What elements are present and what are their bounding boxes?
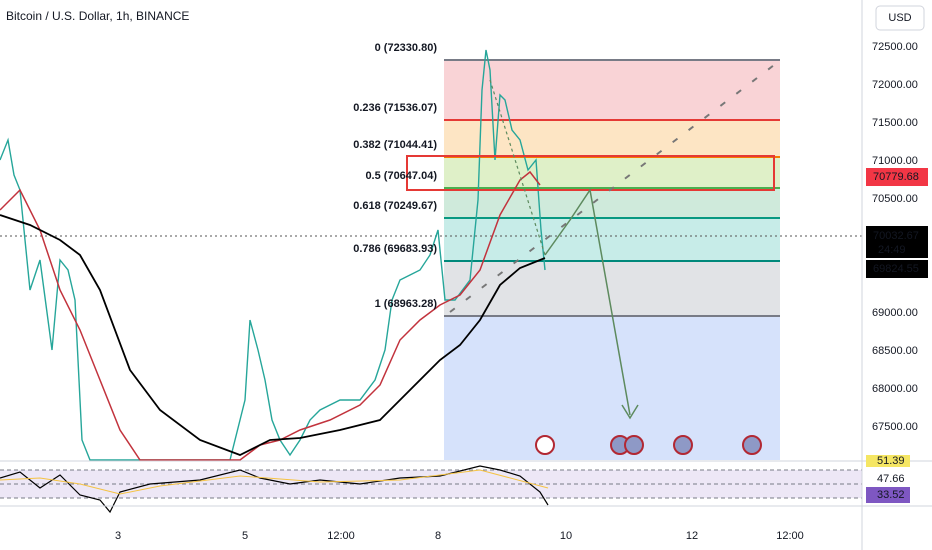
time-label: 3 xyxy=(115,530,121,542)
fib-zone xyxy=(444,60,780,120)
fib-label: 0.5 (70647.04) xyxy=(365,170,437,182)
fib-label: 0.618 (70249.67) xyxy=(353,200,437,212)
fib-zone xyxy=(444,261,780,316)
rsi-lo-bg xyxy=(866,487,910,503)
fib-zone xyxy=(444,218,780,261)
rsi-ma xyxy=(0,469,549,495)
rsi-label: 47.66 xyxy=(877,473,905,485)
price-label: 71000.00 xyxy=(872,155,918,167)
fib-label: 0.382 (71044.41) xyxy=(353,139,437,151)
fib-label: 0.236 (71536.07) xyxy=(353,102,437,114)
event-icon[interactable] xyxy=(673,435,693,455)
fib-zone xyxy=(444,120,780,157)
alert-badge: 70779.68 xyxy=(873,171,919,183)
labels: 0 (72330.80) 0.236 (71536.07) 0.382 (71044… xyxy=(115,41,928,542)
price-label: 72500.00 xyxy=(872,41,918,53)
rsi-hi-bg xyxy=(866,455,910,467)
time-label: 10 xyxy=(560,530,572,542)
ema-short xyxy=(0,170,541,461)
time-label: 5 xyxy=(242,530,248,542)
event-icon[interactable] xyxy=(742,435,762,455)
currency-label: USD xyxy=(888,12,911,24)
ma-badge: 69824.55 xyxy=(873,263,919,275)
event-icon[interactable] xyxy=(624,435,644,455)
ema-long xyxy=(0,214,546,456)
time-label: 12:00 xyxy=(776,530,804,542)
event-icon[interactable] xyxy=(535,435,555,455)
price-label: 71500.00 xyxy=(872,117,918,129)
countdown: 24:49 xyxy=(878,244,906,256)
time-label: 12:00 xyxy=(327,530,355,542)
price-label: 68500.00 xyxy=(872,345,918,357)
price-label: 72000.00 xyxy=(872,79,918,91)
currency-button[interactable] xyxy=(875,5,925,31)
alert-badge-bg xyxy=(866,168,928,186)
ma-badge-bg xyxy=(866,260,928,278)
rsi-line xyxy=(0,465,549,514)
fib-extension xyxy=(444,316,780,460)
rsi-label: 33.52 xyxy=(877,489,905,501)
price-label: 69000.00 xyxy=(872,307,918,319)
price-label: 67500.00 xyxy=(872,421,918,433)
trend-line xyxy=(489,79,546,256)
last-price: 70032.67 xyxy=(873,230,919,242)
fib-label: 0 (72330.80) xyxy=(375,42,438,54)
last-bg xyxy=(866,226,928,258)
fib-zones xyxy=(444,59,780,460)
chart-title: Bitcoin / U.S. Dollar, 1h, BINANCE xyxy=(6,9,189,23)
rsi-label: 51.39 xyxy=(877,455,905,467)
time-label: 12 xyxy=(686,530,698,542)
fib-zone xyxy=(444,157,780,188)
fib-label: 1 (68963.28) xyxy=(375,298,438,310)
fib-zone xyxy=(444,188,780,218)
time-label: 8 xyxy=(435,530,441,542)
price-line xyxy=(0,49,546,461)
fib-label: 0.786 (69683.93) xyxy=(353,243,437,255)
event-icons xyxy=(535,435,762,455)
forecast-line xyxy=(449,61,779,313)
price-label: 70500.00 xyxy=(872,193,918,205)
projection-arrow xyxy=(544,188,631,416)
price-label: 68000.00 xyxy=(872,383,918,395)
arrow-head xyxy=(621,404,639,420)
